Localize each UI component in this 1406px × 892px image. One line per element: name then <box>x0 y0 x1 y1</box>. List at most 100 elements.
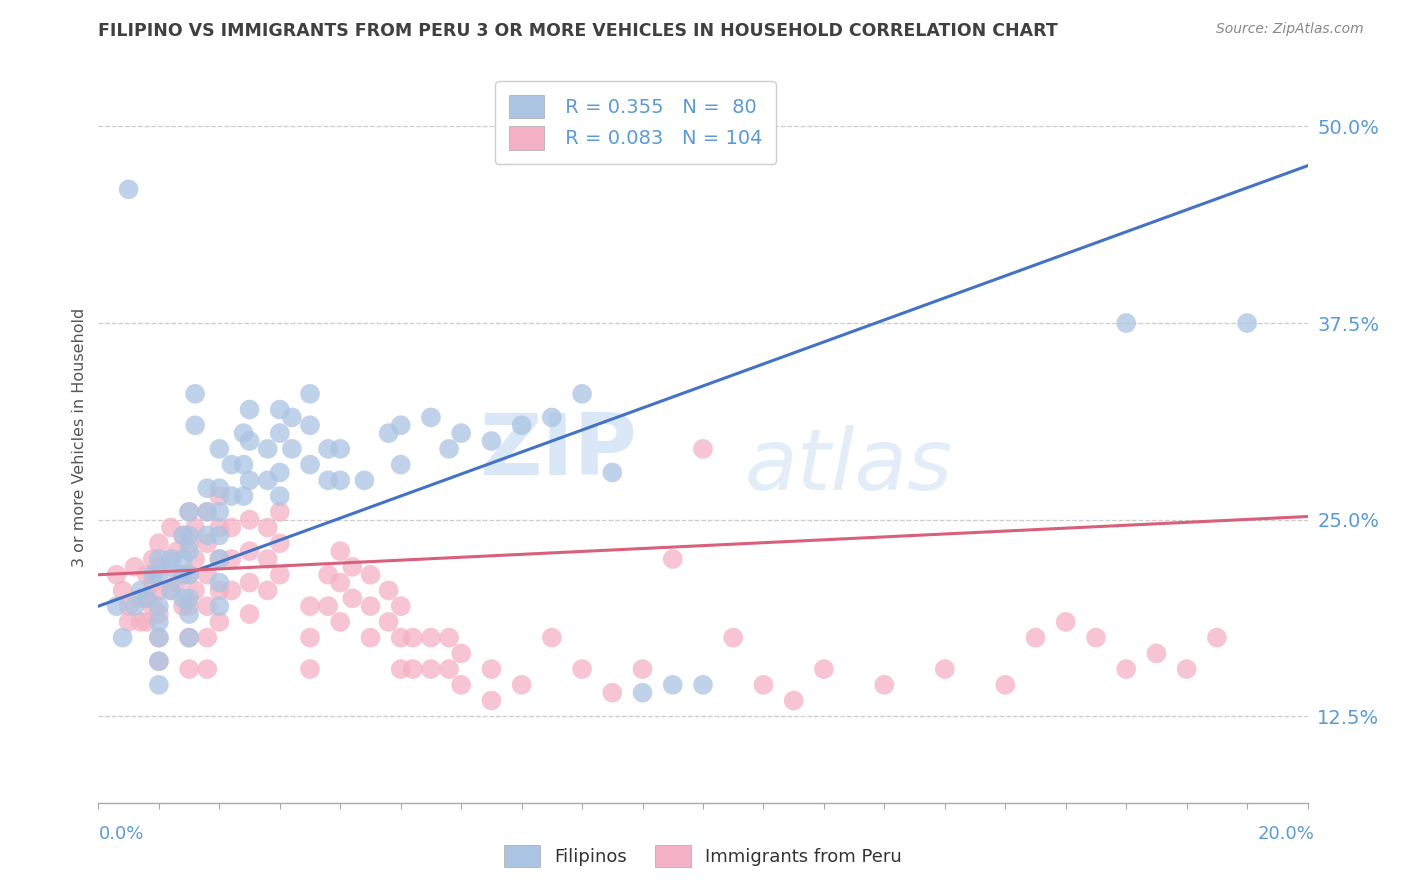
Point <box>540 410 562 425</box>
Point <box>129 615 152 629</box>
Point <box>420 631 443 645</box>
Point <box>481 662 503 676</box>
Point <box>160 583 183 598</box>
Point <box>142 567 165 582</box>
Point <box>437 631 460 645</box>
Point <box>256 552 278 566</box>
Point <box>208 442 231 456</box>
Point <box>631 686 654 700</box>
Point <box>105 599 128 614</box>
Point <box>360 631 382 645</box>
Point <box>221 520 243 534</box>
Point <box>1175 662 1198 676</box>
Point <box>148 631 170 645</box>
Point <box>377 583 399 598</box>
Text: Source: ZipAtlas.com: Source: ZipAtlas.com <box>1216 22 1364 37</box>
Point <box>208 615 231 629</box>
Point <box>1206 631 1229 645</box>
Point <box>1115 662 1137 676</box>
Point <box>208 528 231 542</box>
Point <box>135 591 157 606</box>
Point <box>208 599 231 614</box>
Point <box>420 410 443 425</box>
Point <box>389 458 412 472</box>
Point <box>195 631 218 645</box>
Point <box>179 528 201 542</box>
Point <box>195 662 218 676</box>
Point <box>232 489 254 503</box>
Point <box>179 662 201 676</box>
Legend: Filipinos, Immigrants from Peru: Filipinos, Immigrants from Peru <box>496 838 910 874</box>
Text: 20.0%: 20.0% <box>1258 825 1315 843</box>
Point <box>129 583 152 598</box>
Point <box>1085 631 1108 645</box>
Point <box>256 473 278 487</box>
Point <box>148 654 170 668</box>
Point <box>179 567 201 582</box>
Point <box>269 402 291 417</box>
Point <box>437 662 460 676</box>
Point <box>389 599 412 614</box>
Point <box>148 607 170 621</box>
Point <box>208 552 231 566</box>
Point <box>1144 646 1167 660</box>
Point <box>148 583 170 598</box>
Point <box>179 505 201 519</box>
Point <box>239 575 262 590</box>
Point <box>208 520 231 534</box>
Point <box>124 559 146 574</box>
Point <box>148 615 170 629</box>
Point <box>111 583 134 598</box>
Point <box>934 662 956 676</box>
Point <box>783 693 806 707</box>
Point <box>510 678 533 692</box>
Point <box>1236 316 1258 330</box>
Point <box>239 434 262 448</box>
Point <box>256 442 278 456</box>
Point <box>239 607 262 621</box>
Y-axis label: 3 or more Vehicles in Household: 3 or more Vehicles in Household <box>72 308 87 566</box>
Point <box>316 473 339 487</box>
Point <box>135 615 157 629</box>
Point <box>208 481 231 495</box>
Point <box>360 567 382 582</box>
Point <box>148 599 170 614</box>
Point <box>602 466 624 480</box>
Point <box>269 536 291 550</box>
Point <box>299 662 322 676</box>
Point <box>269 489 291 503</box>
Point <box>1115 316 1137 330</box>
Point <box>281 410 304 425</box>
Point <box>208 575 231 590</box>
Point <box>148 552 170 566</box>
Point <box>172 567 194 582</box>
Point <box>1024 631 1046 645</box>
Point <box>389 631 412 645</box>
Point <box>184 583 207 598</box>
Point <box>184 418 207 433</box>
Point <box>342 591 364 606</box>
Point <box>195 505 218 519</box>
Point <box>172 528 194 542</box>
Point <box>118 182 141 196</box>
Point <box>389 418 412 433</box>
Point <box>256 583 278 598</box>
Point <box>195 599 218 614</box>
Point <box>377 615 399 629</box>
Point <box>329 473 352 487</box>
Point <box>239 402 262 417</box>
Point <box>172 528 194 542</box>
Point <box>148 631 170 645</box>
Point <box>208 505 231 519</box>
Point <box>360 599 382 614</box>
Point <box>437 442 460 456</box>
Point <box>256 520 278 534</box>
Point <box>450 678 472 692</box>
Point <box>208 489 231 503</box>
Point <box>994 678 1017 692</box>
Point <box>692 678 714 692</box>
Point <box>179 505 201 519</box>
Point <box>184 387 207 401</box>
Point <box>179 567 201 582</box>
Point <box>316 567 339 582</box>
